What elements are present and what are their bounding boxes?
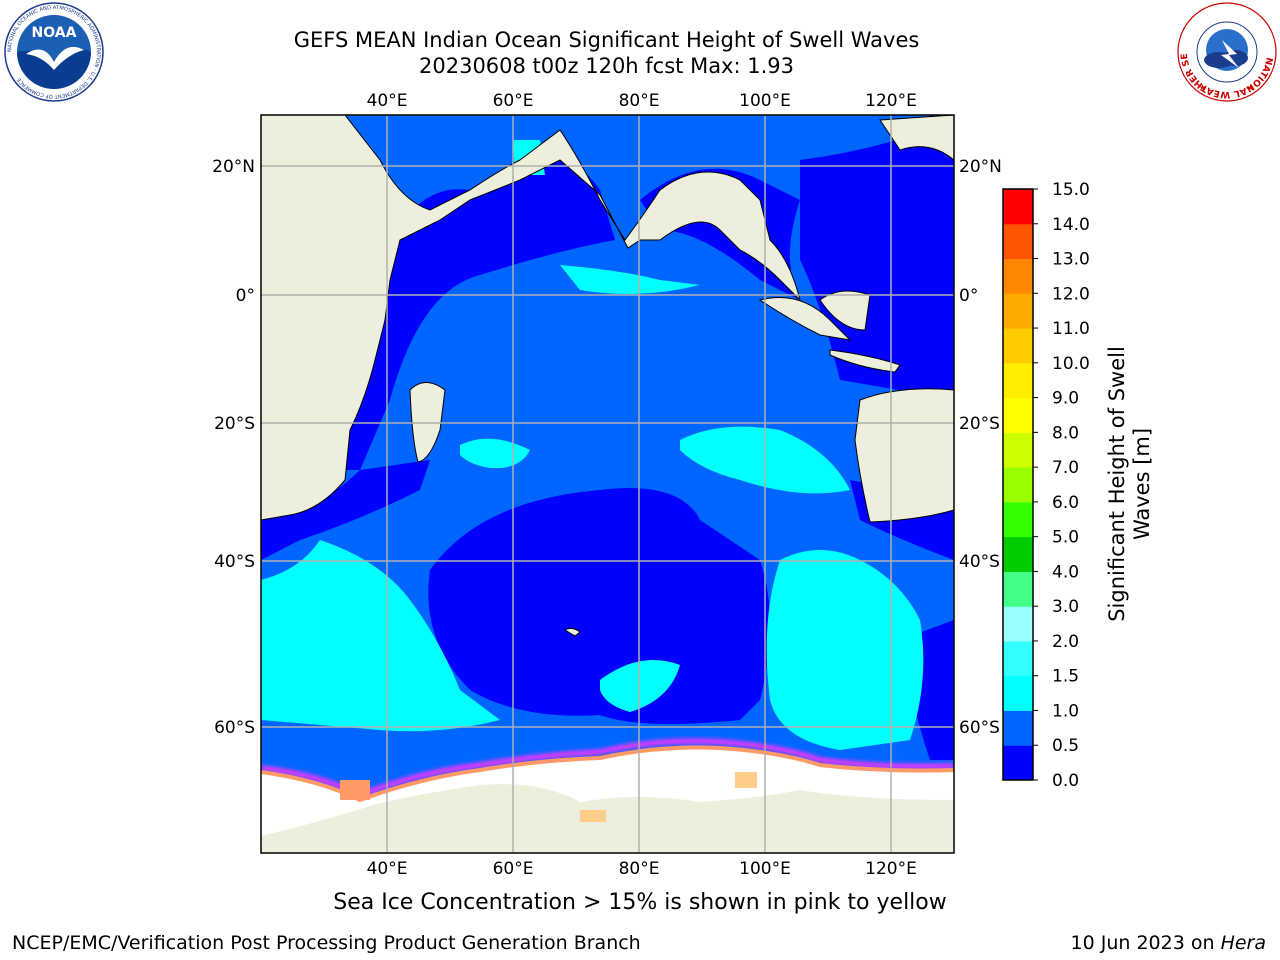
colorbar-segment xyxy=(1003,606,1033,642)
colorbar-segment xyxy=(1003,501,1033,538)
colorbar-segment xyxy=(1003,432,1033,468)
date-machine: Hera xyxy=(1220,932,1266,954)
lon-label: 100°E xyxy=(739,91,791,111)
colorbar-tick-label: 6.0 xyxy=(1052,493,1079,513)
colorbar-tick-label: 0.5 xyxy=(1052,736,1079,756)
colorbar-segment xyxy=(1003,675,1033,711)
map-plot-area xyxy=(261,115,954,853)
lat-label: 60°S xyxy=(214,718,255,738)
lon-labels-top: 40°E 60°E 80°E 100°E 120°E xyxy=(367,91,917,111)
map-gridlines xyxy=(261,115,954,853)
colorbar-title: Significant Height of Swell Waves [m] xyxy=(1105,346,1154,622)
date-prefix: 10 Jun 2023 on xyxy=(1070,932,1221,954)
colorbar-segment xyxy=(1003,467,1033,503)
colorbar-tick-label: 1.0 xyxy=(1052,701,1079,721)
colorbar-segment xyxy=(1003,571,1033,607)
map-subtitle: 20230608 t00z 120h fcst Max: 1.93 xyxy=(419,54,794,78)
svg-text:★: ★ xyxy=(1199,83,1206,92)
lon-label: 120°E xyxy=(865,859,917,879)
colorbar-tick-label: 11.0 xyxy=(1052,319,1090,339)
colorbar-segment xyxy=(1003,745,1033,781)
colorbar-title-line1: Significant Height of Swell xyxy=(1105,346,1129,622)
colorbar-tick-label: 12.0 xyxy=(1052,284,1090,304)
sea-ice xyxy=(261,747,954,836)
colorbar-title-line2: Waves [m] xyxy=(1130,428,1154,540)
svg-text:★: ★ xyxy=(1247,83,1254,92)
lon-label: 80°E xyxy=(619,91,660,111)
date-text: 10 Jun 2023 on Hera xyxy=(1071,932,1266,954)
lat-label: 20°N xyxy=(959,157,1002,177)
colorbar-tick-label: 15.0 xyxy=(1052,180,1090,200)
lat-label: 40°S xyxy=(214,552,255,572)
lon-label: 80°E xyxy=(619,859,660,879)
colorbar-segment xyxy=(1003,189,1033,225)
colorbar-tick-label: 13.0 xyxy=(1052,250,1090,270)
lon-label: 40°E xyxy=(367,91,408,111)
map-title: GEFS MEAN Indian Ocean Significant Heigh… xyxy=(293,28,920,52)
colorbar-frame xyxy=(1002,188,1034,781)
colorbar-segment xyxy=(1003,223,1033,260)
colorbar-segment xyxy=(1003,710,1033,746)
lon-labels-bottom: 40°E 60°E 80°E 100°E 120°E xyxy=(367,859,917,879)
land-masses xyxy=(261,115,954,853)
colorbar-tick-label: 7.0 xyxy=(1052,458,1079,478)
lat-label: 40°S xyxy=(959,552,1000,572)
colorbar-ticks: 0.0 0.5 1.0 1.5 2.0 3.0 4.0 5.0 6.0 7.0 8.0 9.0 10.0… xyxy=(1033,180,1090,791)
noaa-logo-text: NOAA xyxy=(32,25,77,41)
colorbar xyxy=(1003,189,1033,781)
colorbar-segment xyxy=(1003,258,1033,294)
colorbar-segment xyxy=(1003,362,1033,399)
lon-label: 120°E xyxy=(865,91,917,111)
lat-label: 60°S xyxy=(959,718,1000,738)
credit-text: NCEP/EMC/Verification Post Processing Pr… xyxy=(12,932,641,954)
colorbar-segment xyxy=(1003,328,1033,364)
lat-labels-right: 20°N 0° 20°S 40°S 60°S xyxy=(959,157,1002,738)
colorbar-tick-label: 4.0 xyxy=(1052,562,1079,582)
colorbar-segment xyxy=(1003,293,1033,329)
noaa-logo: NATIONAL OCEANIC AND ATMOSPHERIC ADMINIS… xyxy=(4,2,104,102)
colorbar-tick-label: 14.0 xyxy=(1052,215,1090,235)
colorbar-segment xyxy=(1003,536,1033,572)
colorbar-segment xyxy=(1003,397,1033,433)
colorbar-tick-label: 3.0 xyxy=(1052,597,1079,617)
lat-label: 20°S xyxy=(214,414,255,434)
colorbar-tick-label: 1.5 xyxy=(1052,667,1079,687)
lat-label: 20°N xyxy=(212,157,255,177)
colorbar-tick-label: 2.0 xyxy=(1052,632,1079,652)
colorbar-tick-label: 0.0 xyxy=(1052,771,1079,791)
colorbar-tick-label: 9.0 xyxy=(1052,389,1079,409)
colorbar-tick-label: 8.0 xyxy=(1052,423,1079,443)
sea-ice-note: Sea Ice Concentration > 15% is shown in … xyxy=(333,890,947,915)
colorbar-segment xyxy=(1003,640,1033,677)
lon-label: 40°E xyxy=(367,859,408,879)
lat-label: 20°S xyxy=(959,414,1000,434)
lon-label: 100°E xyxy=(739,859,791,879)
map-frame xyxy=(260,114,955,854)
lat-label: 0° xyxy=(236,286,255,306)
high-swell-regions xyxy=(261,140,924,750)
nws-logo: NATIONAL WEATHER SERVICE ★ ★ xyxy=(1177,2,1277,102)
sea-ice-edge xyxy=(261,738,954,822)
lon-label: 60°E xyxy=(493,859,534,879)
lat-label: 0° xyxy=(959,286,978,306)
colorbar-tick-label: 5.0 xyxy=(1052,528,1079,548)
lon-label: 60°E xyxy=(493,91,534,111)
lat-labels-left: 20°N 0° 20°S 40°S 60°S xyxy=(212,157,255,738)
colorbar-tick-label: 10.0 xyxy=(1052,354,1090,374)
